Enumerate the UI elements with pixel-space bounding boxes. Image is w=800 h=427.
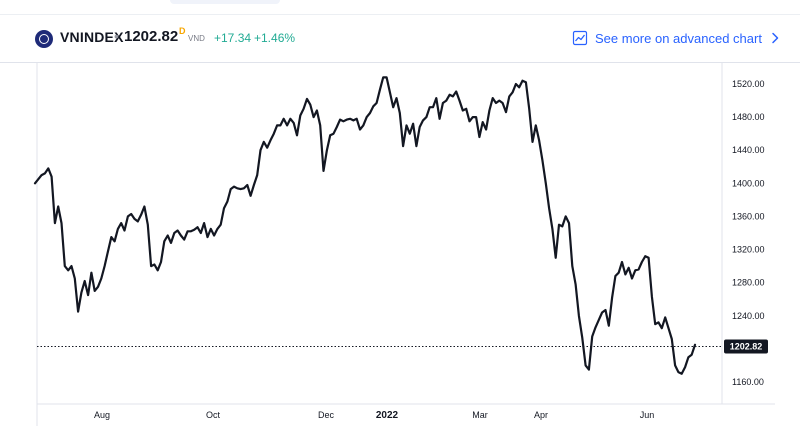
top-strip — [0, 0, 800, 15]
last-price-label: 1202.82 — [730, 342, 763, 352]
currency-label: VND — [188, 34, 205, 43]
x-tick-label: Mar — [472, 410, 488, 420]
y-tick-label: 1440.00 — [732, 145, 765, 155]
x-tick-label: Oct — [206, 410, 221, 420]
tab-hint — [170, 0, 280, 4]
last-price: 1202.82 — [124, 28, 179, 45]
exchange-logo-icon — [35, 30, 53, 48]
price-series-line — [33, 76, 697, 375]
y-tick-label: 1520.00 — [732, 79, 765, 89]
y-tick-label: 1480.00 — [732, 112, 765, 122]
separator-dot: • — [114, 28, 119, 44]
y-tick-label: 1400.00 — [732, 178, 765, 188]
advanced-chart-label: See more on advanced chart — [595, 30, 762, 46]
y-tick-label: 1320.00 — [732, 245, 765, 255]
x-tick-label: 2022 — [376, 410, 399, 421]
y-tick-label: 1360.00 — [732, 211, 765, 221]
symbol-header: VNINDEX • 1202.82 D VND +17.34 +1.46% Se… — [0, 14, 800, 63]
y-tick-label: 1280.00 — [732, 278, 765, 288]
x-tick-label: Apr — [534, 410, 548, 420]
y-tick-label: 1160.00 — [732, 377, 764, 387]
y-tick-label: 1240.00 — [732, 311, 765, 321]
x-tick-label: Aug — [94, 410, 110, 420]
x-tick-label: Dec — [318, 410, 335, 420]
price-superscript: D — [179, 26, 186, 36]
advanced-chart-link[interactable]: See more on advanced chart — [572, 27, 779, 49]
chevron-right-icon — [772, 32, 779, 44]
last-price-label-bg — [724, 339, 768, 354]
price-change-percent: +1.46% — [254, 31, 296, 45]
price-change: +17.34 — [214, 31, 252, 45]
chart-line-icon — [572, 30, 588, 46]
symbol-name[interactable]: VNINDEX — [60, 29, 124, 45]
x-tick-label: Jun — [640, 410, 655, 420]
